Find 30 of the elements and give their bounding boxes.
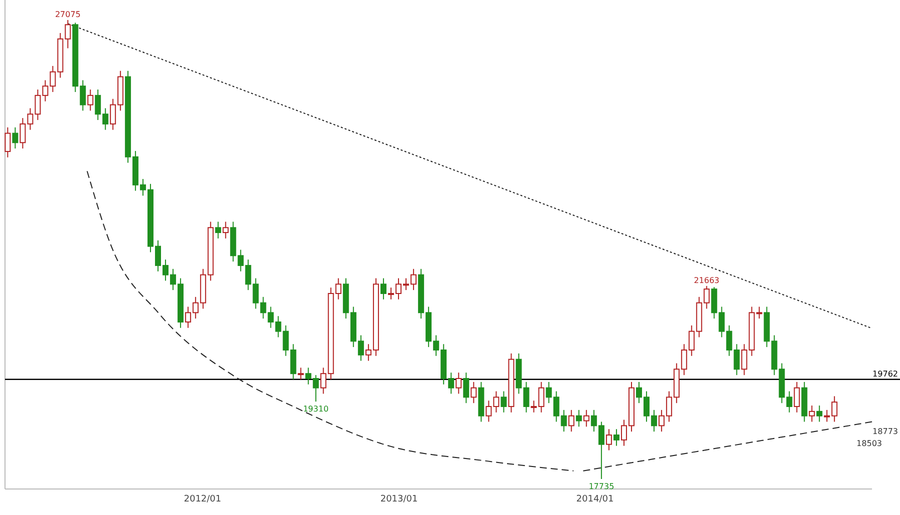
candlestick bbox=[4, 126, 11, 158]
candlestick bbox=[756, 306, 762, 320]
annotation: 17735 bbox=[588, 482, 614, 491]
candlestick bbox=[298, 367, 304, 380]
x-tick-label: 2014/01 bbox=[576, 494, 614, 504]
candlestick bbox=[222, 221, 229, 239]
candlestick bbox=[470, 381, 477, 404]
annotation: 19310 bbox=[303, 404, 329, 414]
candlestick bbox=[816, 405, 822, 422]
candlestick bbox=[215, 221, 222, 239]
candlestick bbox=[87, 89, 94, 112]
annotation: 18503 bbox=[856, 439, 882, 448]
candlestick bbox=[12, 126, 18, 150]
annotation: 21663 bbox=[694, 276, 720, 285]
candlestick bbox=[463, 372, 470, 404]
candlestick bbox=[500, 390, 507, 413]
x-tick-label: 2013/01 bbox=[380, 494, 418, 504]
annotation: 27075 bbox=[55, 10, 81, 19]
x-tick-label: 2012/01 bbox=[184, 494, 222, 504]
candlestick bbox=[456, 372, 462, 394]
candlestick bbox=[613, 428, 620, 446]
candlestick bbox=[808, 405, 815, 422]
candlestick bbox=[380, 278, 386, 300]
candlestick bbox=[794, 381, 800, 413]
candlestick bbox=[568, 409, 574, 432]
candlestick bbox=[583, 409, 590, 428]
ref-line-label: 19762 bbox=[872, 369, 898, 378]
candlestick bbox=[606, 428, 612, 451]
text: 18773 bbox=[872, 427, 898, 436]
candlestick bbox=[576, 409, 582, 428]
